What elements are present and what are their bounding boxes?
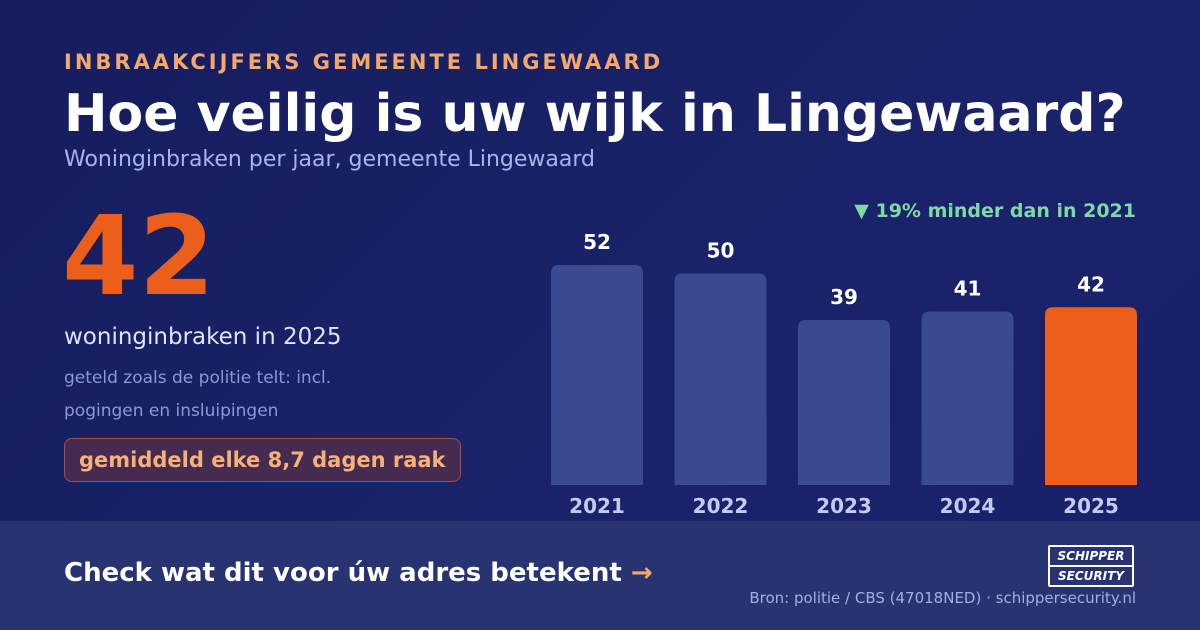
value-label-2022: 50: [707, 238, 735, 262]
value-label-2025: 42: [1077, 272, 1105, 296]
source-note: Bron: politie / CBS (47018NED) · schippe…: [749, 589, 1136, 607]
frequency-badge: gemiddeld elke 8,7 dagen raak: [64, 438, 461, 482]
bar-2021: [551, 265, 643, 485]
brand-logo: SCHIPPER SECURITY: [1048, 545, 1134, 587]
x-tick-2021: 2021: [569, 494, 625, 518]
logo-line-1: SCHIPPER: [1057, 549, 1125, 563]
logo-line-2: SECURITY: [1050, 565, 1132, 584]
highlight-number: 42: [62, 192, 216, 320]
highlight-note: geteld zoals de politie telt: incl. pogi…: [64, 368, 332, 421]
x-tick-2022: 2022: [693, 494, 749, 518]
change-indicator: ▼ 19% minder dan in 2021: [854, 200, 1136, 222]
value-label-2024: 41: [954, 277, 982, 301]
page-subtitle: Woninginbraken per jaar, gemeente Lingew…: [64, 147, 595, 172]
value-label-2021: 52: [583, 230, 611, 254]
bar-2023: [798, 320, 890, 485]
x-tick-2023: 2023: [816, 494, 872, 518]
cta-text: Check wat dit voor úw adres betekent: [64, 558, 622, 588]
page-title: Hoe veilig is uw wijk in Lingewaard?: [64, 84, 1126, 144]
x-tick-2024: 2024: [940, 494, 996, 518]
cta-link[interactable]: Check wat dit voor úw adres betekent →: [64, 558, 653, 588]
x-tick-2025: 2025: [1063, 494, 1119, 518]
bar-2022: [674, 273, 767, 485]
eyebrow-label: INBRAAKCIJFERS GEMEENTE LINGEWAARD: [64, 50, 664, 74]
bar-2025: [1045, 307, 1137, 485]
bar-2024: [921, 311, 1014, 485]
footer-bar: [0, 521, 1200, 630]
arrow-right-icon: →: [630, 558, 653, 588]
highlight-label: woninginbraken in 2025: [64, 324, 342, 350]
value-label-2023: 39: [830, 285, 858, 309]
bar-chart: 52 2021 50 2022 39 2023 41 2024 42 2025: [551, 230, 1137, 518]
